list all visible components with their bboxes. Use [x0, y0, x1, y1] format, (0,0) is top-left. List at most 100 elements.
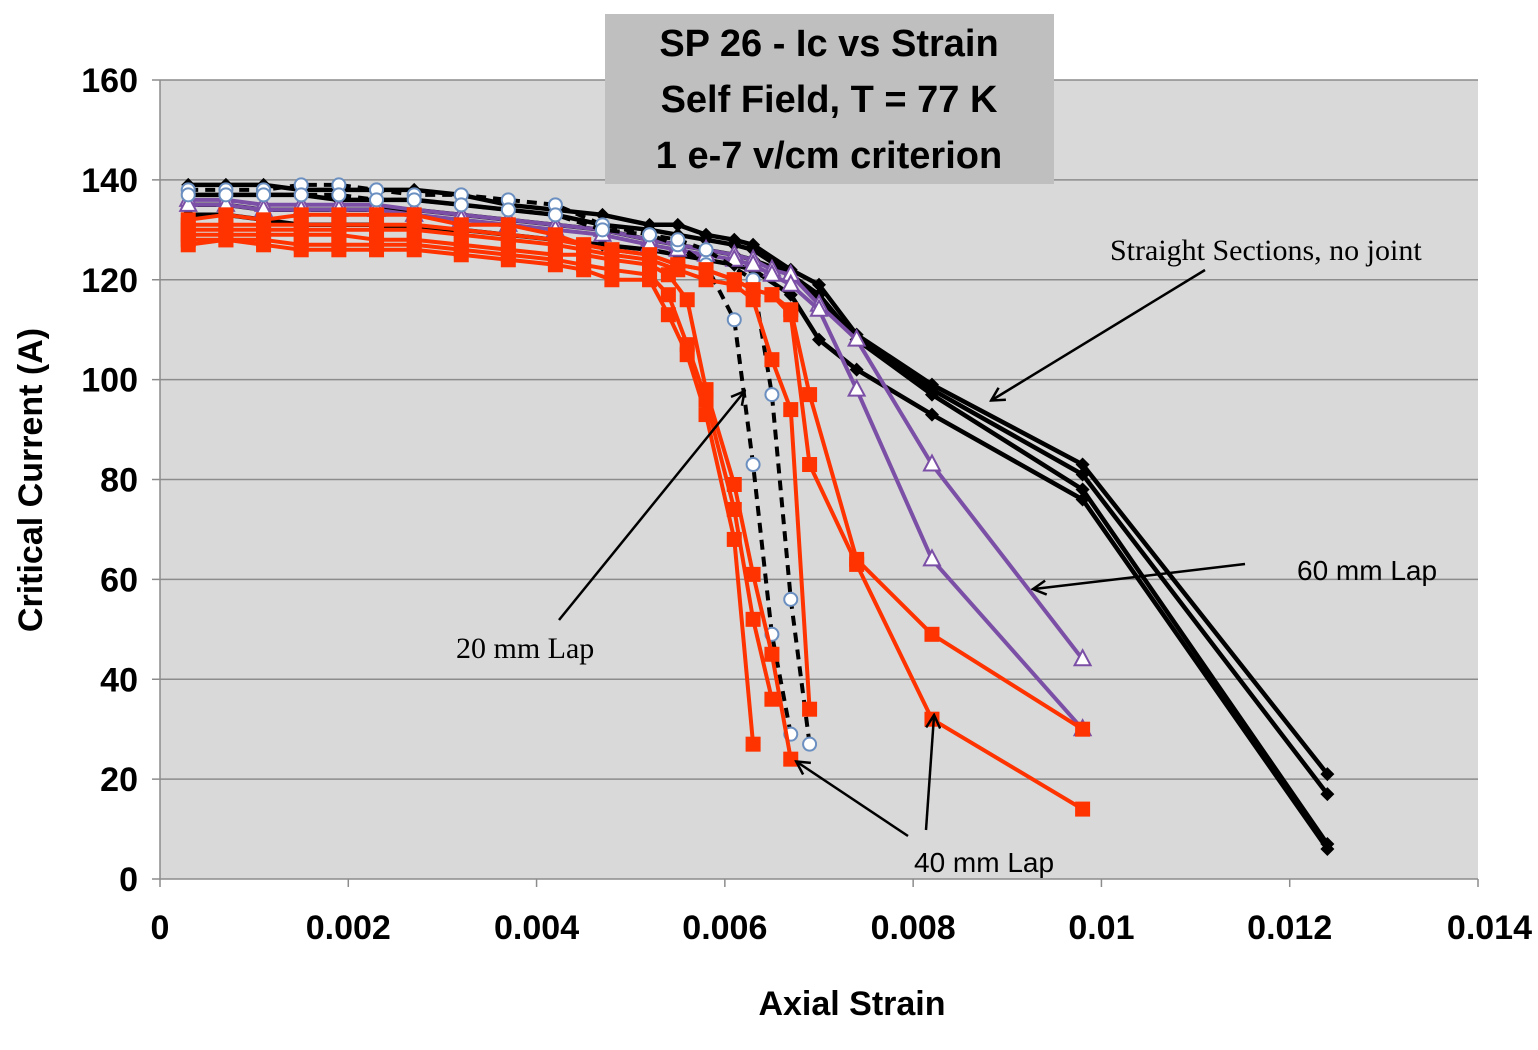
data-point: [802, 457, 818, 473]
data-point: [924, 626, 940, 642]
x-tick-label: 0.004: [494, 909, 579, 947]
data-point: [642, 272, 658, 288]
data-point: [802, 701, 818, 717]
data-point: [698, 272, 714, 288]
data-point: [660, 287, 676, 303]
x-axis-title: Axial Strain: [758, 985, 945, 1023]
data-point: [453, 247, 469, 263]
data-point: [726, 277, 742, 293]
data-point: [745, 566, 761, 582]
data-point: [178, 193, 198, 212]
series-line: [188, 197, 1085, 661]
data-point: [180, 187, 196, 203]
data-point: [180, 237, 196, 253]
data-point: [331, 187, 347, 203]
data-point: [924, 711, 940, 727]
data-point: [726, 501, 742, 517]
y-tick-label: 40: [100, 661, 138, 699]
data-point: [924, 387, 939, 402]
data-point: [698, 242, 714, 258]
y-axis-title: Critical Current (A): [12, 328, 50, 632]
x-tick-label: 0.012: [1247, 909, 1332, 947]
tick-labels: 0 20 40 60 80 100 120 140 160 0 0.002 0.004 0.006 0.0…: [81, 62, 1532, 947]
data-point: [726, 312, 742, 328]
data-point: [660, 267, 676, 283]
x-tick-label: 0.014: [1447, 909, 1532, 947]
data-point: [1075, 482, 1090, 497]
data-point: [547, 207, 563, 223]
title-line-2: Self Field, T = 77 K: [661, 79, 998, 121]
data-point: [369, 242, 385, 258]
annotation-straight-sections: Straight Sections, no joint: [1110, 234, 1422, 267]
series-40mm: [180, 232, 761, 752]
x-tick-label: 0.01: [1068, 909, 1134, 947]
data-point: [846, 378, 867, 397]
data-point: [293, 242, 309, 258]
data-point: [1072, 648, 1093, 667]
y-tick-label: 140: [81, 162, 138, 200]
title-line-1: SP 26 - Ic vs Strain: [659, 23, 998, 65]
data-point: [576, 262, 592, 278]
data-point: [745, 611, 761, 627]
data-point: [802, 736, 818, 752]
data-point: [679, 347, 695, 363]
data-point: [604, 272, 620, 288]
data-point: [331, 242, 347, 258]
y-tick-label: 100: [81, 362, 138, 400]
data-point: [453, 197, 469, 213]
data-point: [500, 252, 516, 268]
data-point: [783, 402, 799, 418]
data-point: [1075, 801, 1091, 817]
x-tick-label: 0: [151, 909, 170, 947]
series-layer: [178, 177, 1335, 857]
data-point: [293, 187, 309, 203]
chart-title: SP 26 - Ic vs Strain Self Field, T = 77 …: [605, 14, 1054, 184]
data-point: [922, 453, 942, 472]
data-point: [802, 387, 818, 403]
data-point: [726, 531, 742, 547]
data-point: [660, 307, 676, 323]
data-point: [922, 548, 942, 567]
data-point: [1320, 842, 1335, 857]
data-point: [406, 192, 422, 208]
y-tick-label: 0: [119, 861, 138, 899]
data-point: [1320, 767, 1335, 782]
annotation-20mm-lap: 20 mm Lap: [456, 632, 594, 665]
data-point: [812, 332, 826, 347]
arrow-20mm-lap: [558, 392, 744, 621]
title-box: [605, 14, 1054, 184]
data-point: [670, 217, 685, 232]
data-point: [218, 187, 234, 203]
data-point: [781, 273, 801, 292]
y-tick-label: 20: [100, 761, 138, 799]
arrow-60mm-lap: [1034, 562, 1246, 589]
data-point: [1075, 492, 1090, 507]
data-point: [547, 257, 563, 273]
data-point: [679, 292, 695, 308]
data-point: [1320, 787, 1335, 802]
data-point: [594, 222, 610, 238]
arrow-40mm-lap-left: [797, 762, 909, 838]
data-point: [1075, 457, 1090, 472]
data-point: [745, 736, 761, 752]
data-point: [745, 292, 761, 308]
y-tick-label: 160: [81, 62, 138, 100]
data-point: [1075, 721, 1091, 737]
annotation-40mm-lap: 40 mm Lap: [914, 847, 1054, 878]
data-point: [783, 591, 799, 607]
x-tick-label: 0.006: [682, 909, 767, 947]
data-point: [743, 253, 763, 272]
arrow-40mm-lap-up: [924, 716, 934, 831]
data-point: [670, 232, 686, 248]
annotations: Straight Sections, no joint 60 mm Lap 20…: [456, 234, 1437, 878]
data-point: [783, 751, 799, 767]
data-point: [846, 328, 867, 347]
data-point: [406, 242, 422, 258]
data-point: [809, 298, 829, 317]
arrow-straight-sections: [992, 268, 1206, 400]
y-tick-label: 80: [100, 462, 138, 500]
annotation-60mm-lap: 60 mm Lap: [1297, 555, 1437, 586]
data-point: [256, 187, 272, 203]
data-point: [642, 227, 658, 243]
